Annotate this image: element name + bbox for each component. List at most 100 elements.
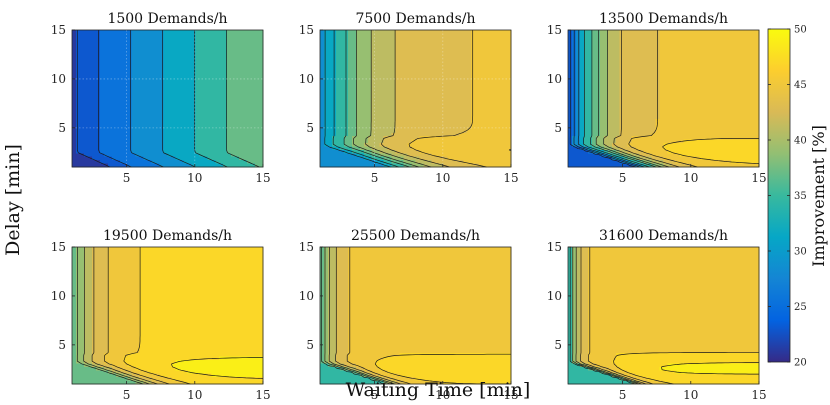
contour-cell xyxy=(503,105,508,110)
contour-cell xyxy=(215,101,220,106)
contour-cell xyxy=(327,57,333,62)
contour-cell xyxy=(363,153,369,158)
contour-cell xyxy=(431,125,436,130)
contour-cell xyxy=(211,160,216,165)
contour-cell xyxy=(259,139,264,144)
contour-cell xyxy=(631,81,637,86)
contour-cell xyxy=(659,146,665,151)
contour-cell xyxy=(135,143,141,148)
contour-cell xyxy=(439,43,444,48)
contour-cell xyxy=(411,153,417,158)
contour-cell xyxy=(507,119,512,124)
contour-cell xyxy=(207,129,212,134)
contour-cell xyxy=(463,40,468,45)
contour-cell xyxy=(167,81,173,86)
contour-cell xyxy=(159,139,165,144)
contour-cell xyxy=(639,33,645,38)
contour-cell xyxy=(359,143,365,148)
contour-cell xyxy=(131,153,137,158)
contour-cell xyxy=(651,36,657,41)
contour-line xyxy=(194,30,228,168)
contour-cell xyxy=(363,81,369,86)
contour-cell xyxy=(491,136,496,141)
contour-cell xyxy=(375,122,381,127)
contour-cell xyxy=(183,77,188,82)
contour-cell xyxy=(427,112,433,117)
contour-cell xyxy=(399,105,405,110)
contour-cell xyxy=(375,36,381,41)
contour-cell xyxy=(187,156,192,161)
contour-cell xyxy=(639,67,645,72)
contour-cell xyxy=(135,112,141,117)
contour-cell xyxy=(151,136,157,141)
contour-cell xyxy=(355,77,361,82)
contour-cell xyxy=(355,81,361,86)
contour-cell xyxy=(568,143,573,148)
contour-cell xyxy=(659,77,665,82)
contour-cell xyxy=(259,146,264,151)
contour-cell xyxy=(107,74,113,79)
contour-cell xyxy=(503,153,508,158)
contour-cell xyxy=(395,136,401,141)
contour-cell xyxy=(623,115,629,120)
contour-cell xyxy=(607,143,613,148)
contour-cell xyxy=(391,105,397,110)
contour-cell xyxy=(507,60,512,65)
contour-cell xyxy=(255,74,260,79)
contour-cell xyxy=(127,64,133,69)
contour-cell xyxy=(399,33,405,38)
contour-cell xyxy=(395,112,401,117)
contour-cell xyxy=(443,67,448,72)
contour-cell xyxy=(615,77,621,82)
contour-cell xyxy=(159,71,165,76)
contour-cell xyxy=(491,153,496,158)
contour-cell xyxy=(227,67,232,72)
contour-cell xyxy=(72,132,77,137)
contour-cell xyxy=(615,101,621,106)
contour-cell xyxy=(187,160,192,165)
contour-cell xyxy=(615,71,621,76)
contour-cell xyxy=(499,132,504,137)
contour-cell xyxy=(183,33,188,38)
contour-cell xyxy=(575,81,581,86)
contour-cell xyxy=(135,64,141,69)
contour-cell xyxy=(427,153,433,158)
contour-cell xyxy=(191,40,196,45)
contour-cell xyxy=(91,146,97,151)
contour-cell xyxy=(235,149,240,154)
contour-cell xyxy=(351,88,357,93)
contour-cell xyxy=(447,112,452,117)
contour-cell xyxy=(347,43,353,48)
contour-cell xyxy=(663,77,669,82)
contour-cell xyxy=(111,115,117,120)
contour-cell xyxy=(223,112,228,117)
contour-cell xyxy=(199,112,204,117)
contour-cell xyxy=(643,43,649,48)
contour-cell xyxy=(83,40,89,45)
contour-cell xyxy=(155,84,161,89)
contour-cell xyxy=(411,84,417,89)
contour-cell xyxy=(463,146,468,151)
contour-cell xyxy=(72,156,77,161)
contour-cell xyxy=(451,91,456,96)
contour-cell xyxy=(231,139,236,144)
contour-cell xyxy=(371,77,377,82)
contour-cell xyxy=(427,77,433,82)
contour-cell xyxy=(583,129,589,134)
contour-cell xyxy=(447,88,452,93)
contour-cell xyxy=(591,53,597,58)
contour-cell xyxy=(575,129,581,134)
contour-cell xyxy=(419,112,425,117)
contour-cell xyxy=(383,33,389,38)
contour-cell xyxy=(451,60,456,65)
contour-cell xyxy=(639,36,645,41)
contour-cell xyxy=(199,88,204,93)
contour-cell xyxy=(119,40,125,45)
contour-cell xyxy=(347,125,353,130)
contour-cell xyxy=(151,160,157,165)
contour-cell xyxy=(583,125,589,130)
contour-cell xyxy=(111,40,117,45)
contour-cell xyxy=(87,88,93,93)
contour-cell xyxy=(651,67,657,72)
contour-cell xyxy=(615,43,621,48)
